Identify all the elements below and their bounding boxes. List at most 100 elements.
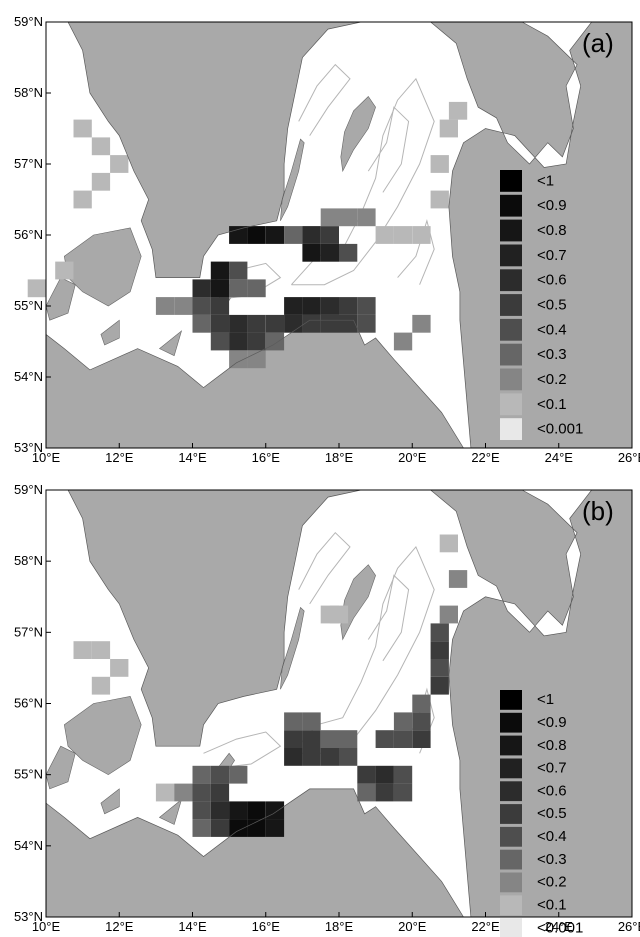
danish-island: [158, 798, 183, 825]
sea-area: [46, 490, 592, 917]
data-cell: [192, 765, 211, 784]
data-cell: [320, 314, 339, 333]
legend-swatch: [500, 781, 522, 802]
data-cell: [430, 155, 449, 173]
map-svg-b: 59°N 58°N 57°N 56°N 55°N 54°N 53°N10°E 12°E 14°E…: [14, 482, 640, 937]
data-cell: [430, 659, 449, 677]
y-tick-label: 55°N: [14, 767, 43, 782]
data-cell: [375, 730, 394, 748]
map-panel-b: 59°N 58°N 57°N 56°N 55°N 54°N 53°N10°E 12°E 14°E…: [14, 482, 640, 934]
data-cell: [55, 261, 74, 280]
data-cell: [91, 676, 111, 695]
data-cell: [320, 297, 339, 315]
data-cell: [357, 297, 376, 315]
data-cell: [302, 243, 321, 262]
data-cell: [448, 101, 468, 120]
data-cell: [302, 748, 321, 766]
data-cell: [247, 279, 266, 298]
data-cell: [265, 314, 285, 333]
x-tick-label: 20°E: [398, 450, 427, 465]
legend-label: <0.001: [537, 421, 583, 438]
legend-swatch: [500, 918, 522, 937]
legend: <1 <0.9 <0.8 <0.7 <0.6 <0.5 <0.4 <0.3 <0.2 <0.1 <0…: [500, 690, 583, 937]
data-cell: [73, 641, 92, 659]
depth-contour: [298, 531, 351, 605]
data-cell: [247, 226, 266, 244]
data-cell: [27, 279, 46, 298]
y-tick-label: 53°N: [14, 909, 43, 924]
data-cell: [320, 226, 339, 244]
danish-island: [45, 745, 76, 790]
data-cell: [265, 332, 285, 351]
data-cell: [284, 748, 303, 766]
legend-label: <0.8: [537, 222, 567, 239]
data-cell: [247, 332, 266, 351]
data-cell: [110, 155, 129, 173]
data-cell: [192, 801, 211, 820]
legend-label: <0.1: [537, 897, 567, 914]
x-tick-label: 16°E: [252, 919, 281, 934]
x-tick-label: 22°E: [471, 450, 500, 465]
legend-label: <1: [537, 172, 554, 189]
danish-island: [100, 319, 120, 346]
data-cell: [284, 226, 303, 244]
legend-label: <0.3: [537, 851, 567, 868]
data-cell: [174, 297, 193, 315]
legend-swatch: [500, 294, 522, 316]
legend-label: <0.4: [537, 828, 567, 845]
data-cell: [229, 261, 248, 280]
data-cell: [320, 730, 339, 748]
data-cell: [73, 190, 92, 209]
data-cell: [439, 119, 458, 138]
data-cell: [192, 783, 211, 802]
legend-swatch: [500, 343, 522, 366]
data-cell: [155, 783, 175, 802]
data-cell: [430, 623, 449, 642]
data-cell: [284, 730, 303, 748]
data-cell: [339, 730, 358, 748]
data-cell: [320, 208, 339, 227]
y-tick-label: 58°N: [14, 553, 43, 568]
data-cell: [210, 819, 230, 837]
legend-label: <0.9: [537, 714, 567, 731]
legend-label: <0.2: [537, 371, 567, 388]
legend-swatch: [500, 418, 522, 440]
data-cell: [430, 190, 449, 209]
data-cell: [412, 712, 431, 731]
data-cell: [375, 226, 394, 244]
data-cell: [210, 297, 230, 315]
legend-label: <0.2: [537, 874, 567, 891]
data-cell: [302, 314, 321, 333]
data-cell: [393, 730, 413, 748]
legend-swatch: [500, 712, 522, 733]
legend-swatch: [500, 849, 522, 870]
legend-label: <0.4: [537, 321, 567, 338]
data-cell: [247, 314, 266, 333]
danish-island: [63, 696, 142, 776]
data-cell: [210, 332, 230, 351]
x-tick-label: 10°E: [32, 450, 61, 465]
legend-swatch: [500, 368, 522, 391]
y-tick-label: 56°N: [14, 696, 43, 711]
x-tick-label: 26°E: [618, 919, 640, 934]
map-svg-a: 59°N 58°N 57°N 56°N 55°N 54°N 53°N10°E 12°E 14°E…: [14, 14, 640, 465]
data-cell: [265, 226, 285, 244]
data-cell: [320, 748, 339, 766]
data-cell: [229, 279, 248, 298]
data-cell: [357, 783, 376, 802]
data-cell: [339, 748, 358, 766]
data-cell: [439, 534, 458, 553]
legend-swatch: [500, 318, 522, 341]
x-tick-label: 24°E: [545, 919, 574, 934]
data-cell: [412, 694, 431, 713]
data-cell: [229, 350, 248, 369]
data-cell: [302, 730, 321, 748]
y-tick-label: 57°N: [14, 624, 43, 639]
legend-swatch: [500, 895, 522, 916]
data-cell: [357, 765, 376, 784]
danish-island: [158, 330, 183, 357]
data-cell: [339, 208, 358, 227]
x-tick-label: 26°E: [618, 450, 640, 465]
legend-label: <1: [537, 691, 554, 708]
coastline: [45, 489, 593, 918]
